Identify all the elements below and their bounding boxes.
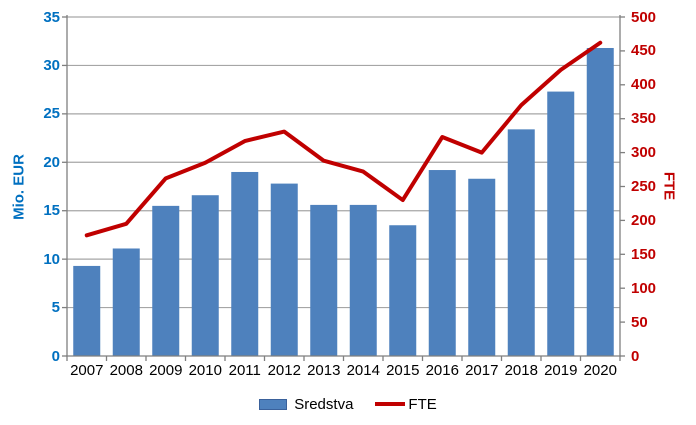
- right-axis-tick-label: 300: [631, 144, 657, 162]
- x-axis-label-2014: 2014: [346, 362, 380, 379]
- x-axis-label-2007: 2007: [70, 362, 104, 379]
- x-axis-label-2008: 2008: [109, 362, 143, 379]
- bar-2017: [468, 178, 496, 356]
- x-axis-label-2015: 2015: [386, 362, 420, 379]
- bar-2016: [428, 170, 456, 356]
- left-axis-tick-label: 0: [51, 347, 60, 365]
- legend-bar-label: Sredstva: [294, 395, 354, 413]
- legend-line-label: FTE: [408, 395, 437, 413]
- bar-2019: [547, 91, 575, 356]
- x-axis-label-2017: 2017: [465, 362, 499, 379]
- right-axis-tick-label: 50: [631, 313, 648, 331]
- x-axis-label-2012: 2012: [267, 362, 301, 379]
- legend: Sredstva FTE: [0, 395, 696, 413]
- right-axis-tick-label: 0: [631, 347, 640, 365]
- bar-2009: [152, 205, 180, 356]
- bar-2015: [389, 225, 417, 356]
- bar-2020: [586, 47, 614, 356]
- left-axis-tick-label: 15: [43, 202, 60, 220]
- right-axis-tick-label: 250: [631, 178, 657, 195]
- right-axis-tick-label: 150: [631, 245, 657, 263]
- bar-2008: [112, 248, 140, 356]
- bar-2014: [349, 204, 377, 356]
- left-axis-title: Mio. EUR: [10, 154, 28, 220]
- bar-2010: [191, 195, 219, 356]
- bar-2012: [270, 183, 298, 356]
- bar-2018: [507, 129, 535, 356]
- right-axis-tick-label: 200: [631, 211, 657, 229]
- right-axis-tick-label: 100: [631, 279, 657, 297]
- x-axis-label-2018: 2018: [504, 362, 538, 379]
- right-axis-tick-label: 450: [631, 42, 657, 60]
- right-axis-tick-label: 500: [631, 8, 657, 26]
- x-axis-label-2020: 2020: [583, 362, 617, 379]
- bar-2007: [73, 265, 101, 356]
- x-axis-label-2010: 2010: [188, 362, 222, 379]
- left-axis-tick-label: 30: [43, 56, 60, 74]
- legend-bar-swatch-icon: [259, 398, 288, 410]
- right-axis-tick-label: 350: [631, 110, 657, 128]
- x-axis-label-2013: 2013: [307, 362, 341, 379]
- left-axis-tick-label: 35: [43, 8, 60, 26]
- left-axis-tick-label: 5: [51, 299, 60, 317]
- x-axis-label-2009: 2009: [149, 362, 183, 379]
- x-axis-label-2011: 2011: [228, 362, 261, 379]
- bar-2013: [310, 204, 338, 356]
- left-axis-tick-label: 20: [43, 153, 60, 171]
- left-axis-tick-label: 25: [43, 105, 60, 123]
- right-axis-tick-label: 400: [631, 76, 657, 94]
- left-axis-tick-label: 10: [43, 250, 60, 268]
- x-axis-label-2019: 2019: [544, 362, 578, 379]
- bar-2011: [231, 171, 259, 356]
- fte-line: [84, 40, 603, 238]
- legend-line-swatch-icon: [375, 402, 406, 406]
- x-axis-label-2016: 2016: [425, 362, 459, 379]
